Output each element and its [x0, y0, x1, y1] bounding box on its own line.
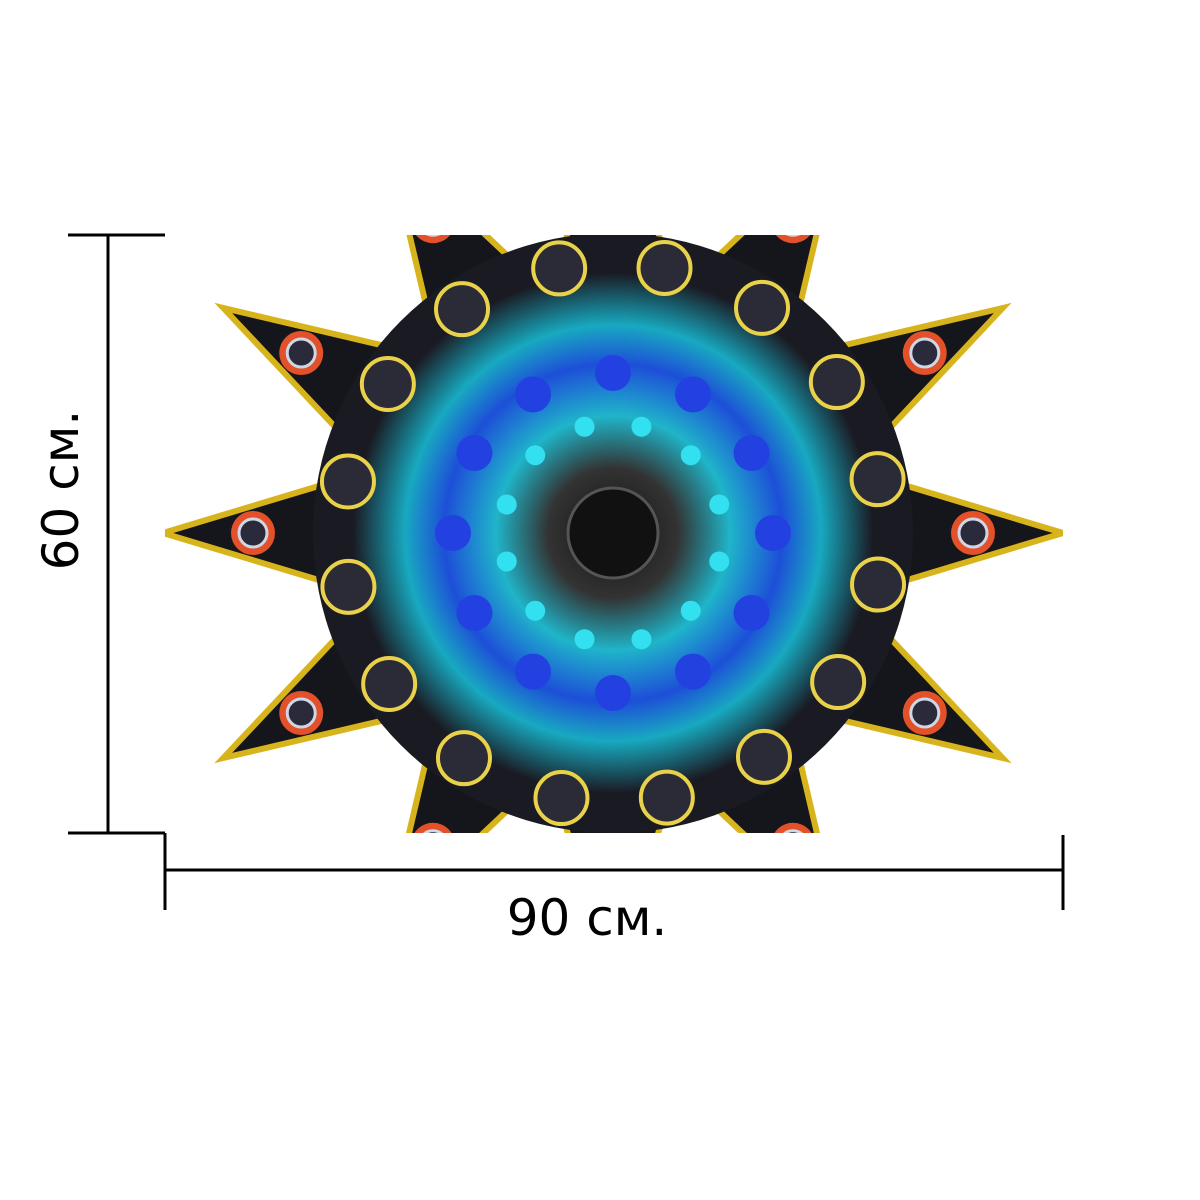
cyan-dot: [680, 600, 701, 621]
ring-orb: [533, 770, 590, 827]
cyan-dot: [525, 600, 546, 621]
blue-star: [733, 435, 770, 471]
ring-orb: [435, 730, 492, 787]
center-flower: [566, 486, 660, 580]
spike-orb: [414, 822, 452, 833]
ring-orb: [320, 558, 377, 615]
cyan-dot: [709, 494, 730, 515]
blue-star: [456, 595, 493, 631]
ring-orb: [850, 556, 907, 613]
spike-orb-core: [785, 235, 801, 237]
spike-orb-core: [909, 697, 941, 729]
ring-orb: [810, 654, 867, 711]
blue-star: [515, 653, 551, 690]
ring-orb: [638, 769, 695, 826]
ring-orb: [734, 279, 791, 336]
ring-orb: [808, 354, 865, 411]
cyan-dot: [496, 494, 517, 515]
spike-orb-core: [909, 337, 941, 369]
width-label: 90 см.: [507, 889, 668, 947]
blue-star: [456, 435, 493, 471]
cyan-dot: [574, 416, 595, 437]
spike-orb: [591, 151, 635, 195]
blue-star: [595, 355, 631, 391]
spike-orb-core: [599, 159, 627, 187]
spike-orb-core: [957, 517, 989, 549]
spike-orb: [415, 235, 451, 244]
blue-star: [733, 595, 770, 631]
cyan-dot: [525, 445, 546, 466]
cyan-dot: [631, 629, 652, 650]
cyan-dot: [496, 551, 517, 572]
spike-orb: [774, 822, 812, 833]
ring-orb: [361, 655, 418, 712]
ring-orb: [359, 355, 416, 412]
ring-orb: [319, 453, 376, 510]
height-label: 60 см.: [32, 410, 90, 571]
ring-orb: [434, 281, 491, 338]
spike-orb-core: [425, 235, 441, 237]
cyan-dot: [709, 551, 730, 572]
blue-star: [755, 515, 791, 551]
spike-orb-core: [782, 829, 804, 833]
mandala-artwork: [165, 151, 1063, 833]
ring-orb: [735, 728, 792, 785]
ring-orb: [849, 451, 906, 508]
spike-orb-core: [422, 829, 444, 833]
spike-orb-core: [285, 337, 317, 369]
cyan-dot: [631, 416, 652, 437]
blue-star: [515, 376, 551, 413]
cyan-dot: [574, 629, 595, 650]
spike-orb-core: [285, 697, 317, 729]
blue-star: [595, 675, 631, 711]
blue-star: [675, 653, 711, 690]
spike-orb-core: [237, 517, 269, 549]
blue-star: [435, 515, 471, 551]
blue-star: [675, 376, 711, 413]
spike-orb: [775, 235, 811, 244]
cyan-dot: [680, 445, 701, 466]
ring-orb: [636, 239, 693, 296]
ring-orb: [531, 240, 588, 297]
